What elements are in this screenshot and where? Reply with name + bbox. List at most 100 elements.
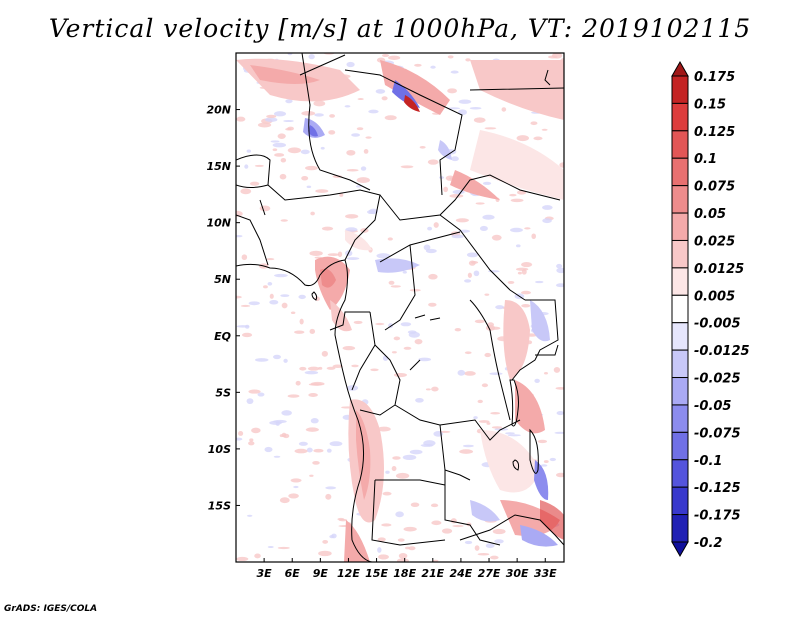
field-speck: [283, 358, 288, 363]
field-speck: [543, 460, 549, 463]
field-speck: [306, 447, 313, 453]
field-speck: [274, 153, 285, 157]
colorbar-label: -0.025: [694, 372, 741, 387]
field-speck: [454, 327, 462, 332]
field-speck: [310, 418, 319, 424]
field-speck: [356, 127, 364, 131]
field-speck: [391, 351, 397, 354]
field-speck: [465, 58, 471, 62]
field-speck: [391, 466, 397, 472]
field-speck: [510, 198, 524, 203]
colorbar-label: 0.15: [694, 97, 726, 112]
field-speck: [402, 454, 417, 460]
field-speck: [326, 366, 336, 370]
field-speck: [244, 164, 249, 169]
field-speck: [433, 222, 439, 228]
field-speck: [408, 331, 420, 338]
field-speck: [236, 295, 242, 299]
field-speck: [533, 136, 543, 141]
field-speck: [390, 285, 401, 288]
field-speck: [385, 470, 390, 474]
field-speck: [266, 258, 275, 261]
lat-tick-label: 20N: [206, 104, 231, 117]
field-speck: [464, 540, 473, 545]
field-speck: [450, 70, 459, 74]
field-speck: [269, 420, 282, 425]
field-speck: [541, 128, 548, 131]
field-speck: [248, 441, 255, 446]
field-speck: [516, 135, 529, 142]
lon-tick-label: 30E: [506, 567, 529, 580]
field-speck: [309, 250, 323, 256]
field-speck: [346, 149, 356, 156]
field-speck: [321, 350, 328, 357]
field-speck: [328, 130, 336, 135]
field-speck: [325, 486, 337, 490]
field-speck: [342, 346, 356, 351]
field-speck: [272, 148, 278, 152]
field-speck: [431, 386, 439, 392]
field-speck: [441, 528, 453, 534]
field-speck: [283, 119, 294, 123]
field-speck: [542, 205, 553, 210]
field-speck: [242, 332, 253, 338]
field-speck: [241, 254, 248, 261]
colorbar: 0.175 0.15 0.125 0.1 0.075 0.05 0.025 0.0125 0.0…: [671, 60, 750, 558]
field-speck: [300, 149, 310, 155]
colorbar-label: -0.125: [694, 481, 741, 496]
field-speck: [485, 543, 495, 549]
field-speck: [312, 461, 320, 465]
colorbar-label: 0.1: [694, 152, 717, 167]
field-speck: [298, 294, 306, 300]
field-speck: [257, 122, 272, 128]
field-speck: [409, 449, 423, 455]
colorbar-label: 0.005: [694, 289, 735, 304]
field-speck: [281, 432, 287, 438]
field-speck: [430, 65, 436, 69]
field-speck: [280, 157, 287, 163]
field-speck: [264, 117, 278, 122]
field-speck: [495, 305, 505, 310]
lon-tick-label: 9E: [313, 567, 329, 580]
field-speck: [489, 555, 499, 560]
map-title: Vertical velocity [m/s] at 1000hPa, VT: …: [48, 14, 752, 43]
field-speck: [414, 63, 422, 67]
field-speck: [346, 168, 359, 172]
velocity-field: [236, 53, 564, 562]
field-speck: [481, 383, 489, 388]
plot-frame: [235, 52, 565, 563]
field-speck: [397, 538, 405, 542]
field-speck: [327, 253, 340, 257]
colorbar-band: [671, 459, 689, 488]
field-speck: [428, 302, 437, 307]
field-speck: [351, 133, 361, 137]
field-speck: [377, 547, 382, 553]
grads-credit: GrADS: IGES/COLA: [4, 604, 98, 614]
field-speck: [277, 133, 286, 139]
field-speck: [484, 127, 497, 130]
field-speck: [263, 285, 268, 289]
field-speck: [384, 115, 397, 121]
field-speck: [236, 234, 243, 238]
field-speck: [556, 263, 563, 269]
field-speck: [439, 176, 445, 179]
colorbar-band: [671, 404, 689, 433]
colorbar-band: [671, 514, 689, 543]
field-speck: [447, 107, 461, 110]
field-speck: [345, 214, 359, 219]
colorbar-band: [671, 431, 689, 461]
field-speck: [443, 186, 449, 193]
field-speck: [305, 427, 319, 432]
field-speck: [524, 227, 531, 230]
field-speck: [301, 111, 316, 116]
field-speck: [403, 526, 417, 532]
field-speck: [280, 294, 290, 297]
field-speck: [409, 289, 421, 292]
field-speck: [254, 164, 264, 167]
field-speck: [377, 426, 391, 432]
lon-tick-label: 12E: [337, 567, 360, 580]
field-speck: [236, 437, 243, 441]
field-speck: [509, 193, 517, 197]
field-speck: [294, 330, 305, 334]
